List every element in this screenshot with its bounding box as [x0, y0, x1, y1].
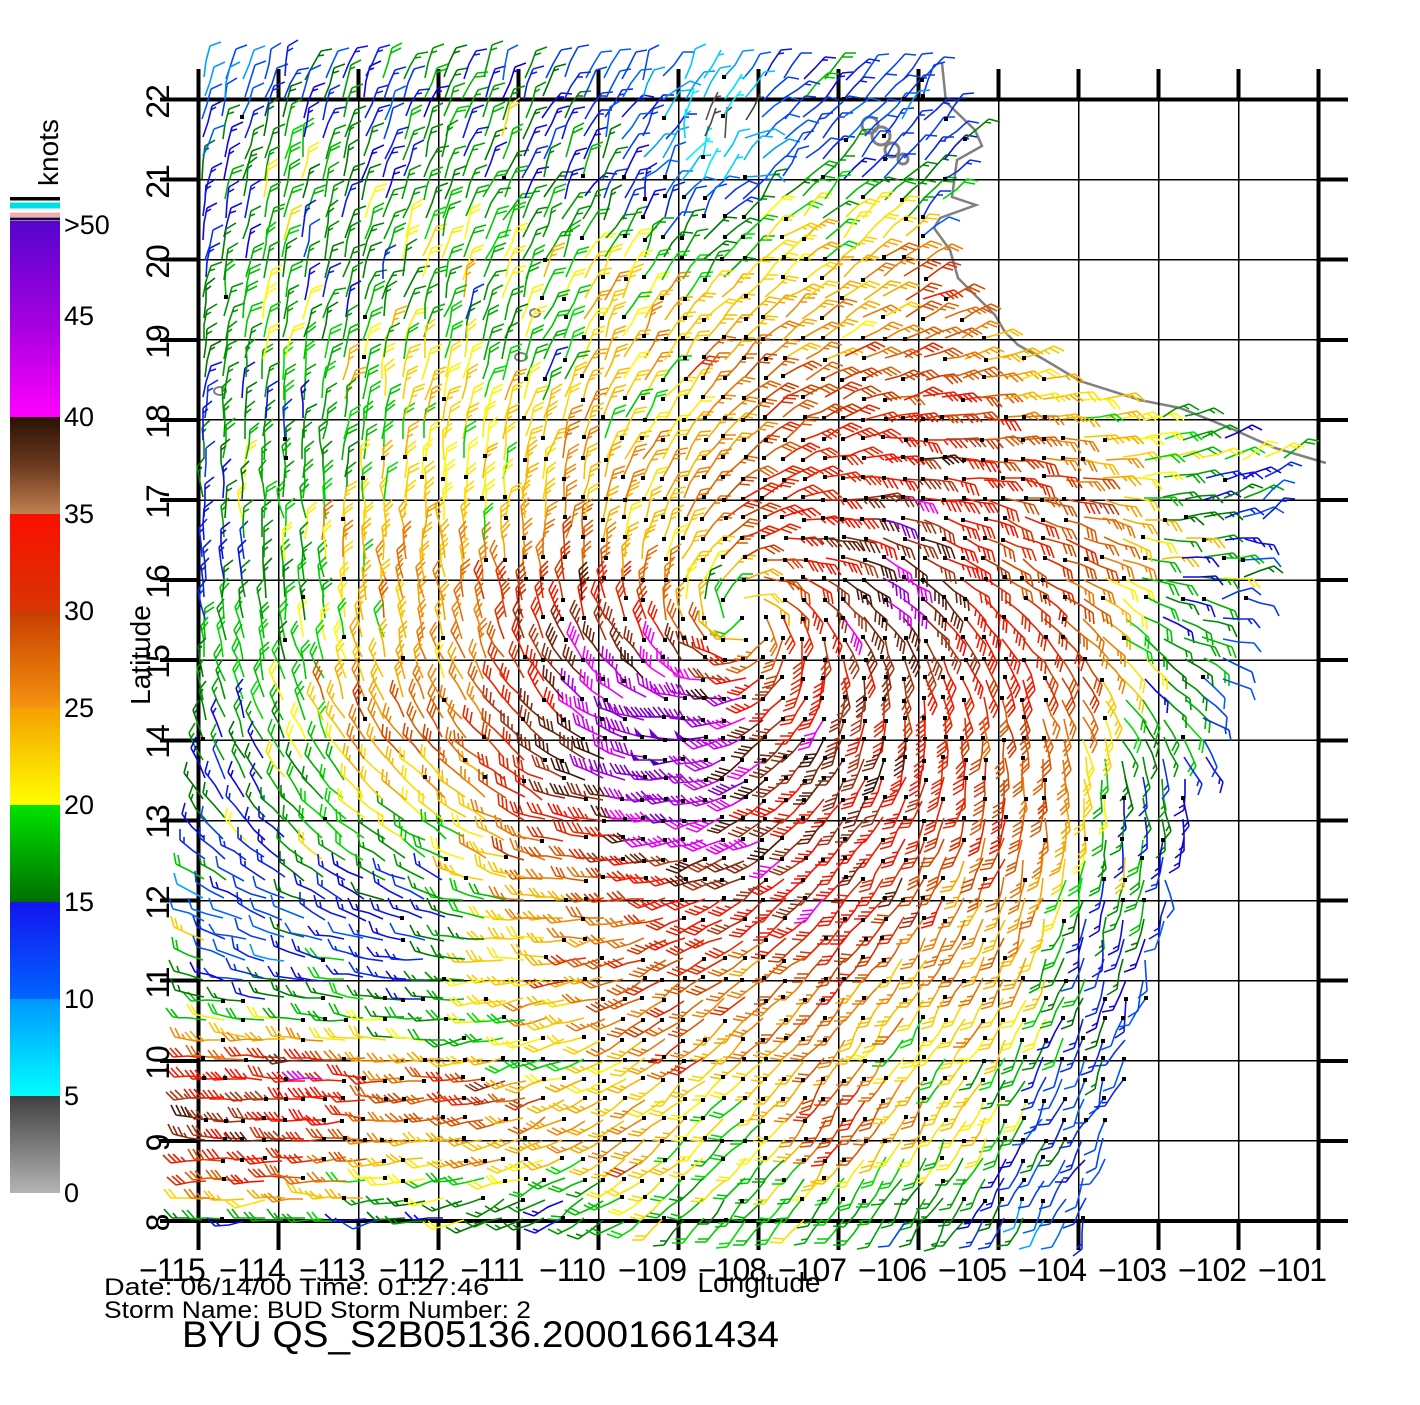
svg-text:knots: knots [33, 119, 64, 186]
svg-text:Longitude: Longitude [697, 1267, 820, 1298]
svg-text:35: 35 [64, 499, 94, 529]
svg-text:−109: −109 [618, 1252, 686, 1288]
svg-text:22: 22 [140, 85, 176, 119]
svg-text:20: 20 [64, 790, 94, 820]
svg-text:−111: −111 [460, 1252, 524, 1288]
svg-text:−105: −105 [938, 1252, 1006, 1288]
svg-text:19: 19 [140, 325, 176, 359]
svg-text:0: 0 [64, 1178, 79, 1208]
svg-text:>50: >50 [64, 210, 110, 240]
svg-text:−103: −103 [1098, 1252, 1166, 1288]
svg-text:−106: −106 [858, 1252, 926, 1288]
svg-text:17: 17 [140, 485, 176, 519]
svg-text:10: 10 [140, 1046, 176, 1080]
svg-text:−108: −108 [698, 1252, 766, 1288]
svg-text:25: 25 [64, 693, 94, 723]
svg-text:−101: −101 [1258, 1252, 1326, 1288]
svg-text:40: 40 [64, 402, 94, 432]
svg-text:30: 30 [64, 596, 94, 626]
svg-text:15: 15 [140, 645, 176, 679]
svg-text:14: 14 [140, 725, 176, 759]
svg-text:−107: −107 [778, 1252, 846, 1288]
svg-text:−110: −110 [539, 1252, 605, 1288]
svg-text:10: 10 [64, 984, 94, 1014]
svg-text:Latitude: Latitude [125, 605, 156, 705]
svg-text:20: 20 [140, 245, 176, 279]
svg-text:15: 15 [64, 887, 94, 917]
svg-text:−112: −112 [379, 1252, 445, 1288]
svg-text:Date: 06/14/00 Time: 01:2: Date: 06/14/00 Time: 01:27:46 [104, 1274, 489, 1301]
svg-text:13: 13 [140, 805, 176, 839]
svg-text:18: 18 [140, 405, 176, 439]
svg-text:−115: −115 [139, 1252, 205, 1288]
svg-text:BYU QS_S2B05136.20001661434: BYU QS_S2B05136.20001661434 [182, 1314, 779, 1355]
svg-text:9: 9 [140, 1134, 176, 1151]
svg-text:11: 11 [140, 967, 176, 998]
svg-text:45: 45 [64, 301, 94, 331]
svg-text:5: 5 [64, 1081, 79, 1111]
svg-text:21: 21 [140, 165, 176, 199]
svg-text:8: 8 [140, 1214, 176, 1231]
svg-text:12: 12 [140, 886, 176, 920]
svg-text:−104: −104 [1018, 1252, 1086, 1288]
svg-text:−113: −113 [299, 1252, 365, 1288]
svg-text:−102: −102 [1178, 1252, 1246, 1288]
svg-text:16: 16 [140, 565, 176, 599]
svg-text:−114: −114 [219, 1252, 285, 1288]
svg-text:Storm Name: BUD Storm Nu: Storm Name: BUD Storm Number: 2 [104, 1297, 531, 1324]
